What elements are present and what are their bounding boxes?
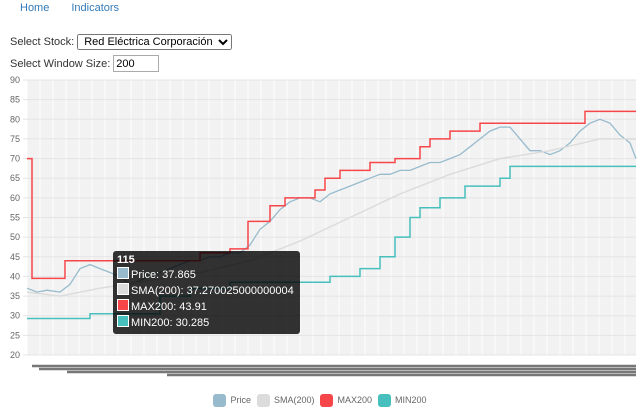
- legend-max[interactable]: MAX200: [320, 394, 372, 407]
- y-tick-label: 50: [10, 232, 20, 242]
- y-tick-label: 45: [10, 252, 20, 262]
- y-tick-label: 75: [10, 134, 20, 144]
- y-tick-label: 20: [10, 350, 20, 360]
- tooltip-title: 115: [117, 254, 135, 266]
- legend: Price SMA(200) MAX200 MIN200: [0, 394, 640, 407]
- legend-sma[interactable]: SMA(200): [256, 394, 314, 407]
- series-line-sma200: [26, 138, 636, 297]
- stock-select[interactable]: Red Eléctrica Corporación: [77, 34, 233, 50]
- window-row: Select Window Size:: [10, 55, 160, 72]
- y-tick-label: 60: [10, 193, 20, 203]
- legend-price[interactable]: Price: [213, 394, 251, 407]
- y-tick-label: 40: [10, 271, 20, 281]
- tooltip-sma: SMA(200): 37.270025000000004: [117, 283, 294, 299]
- nav-home[interactable]: Home: [20, 2, 50, 14]
- top-nav: Home Indicators: [20, 2, 119, 14]
- tooltip-max: MAX200: 43.91: [117, 299, 294, 315]
- legend-min[interactable]: MIN200: [378, 394, 427, 407]
- window-label: Select Window Size:: [10, 57, 111, 70]
- y-tick-label: 90: [10, 75, 20, 85]
- tooltip-price: Price: 37.865: [117, 267, 294, 283]
- tooltip: 115 Price: 37.865 SMA(200): 37.270025000…: [113, 251, 300, 334]
- stock-label: Select Stock:: [10, 36, 75, 48]
- y-tick-label: 35: [10, 291, 20, 301]
- y-tick-label: 80: [10, 114, 20, 124]
- y-tick-label: 25: [10, 330, 20, 340]
- y-tick-label: 30: [10, 311, 20, 321]
- y-tick-label: 55: [10, 213, 20, 223]
- y-tick-label: 85: [10, 95, 20, 105]
- window-size-input[interactable]: [113, 55, 160, 72]
- stock-row: Select Stock: Red Eléctrica Corporación: [10, 34, 233, 50]
- nav-indicators[interactable]: Indicators: [71, 2, 120, 14]
- tooltip-min: MIN200: 30.285: [117, 315, 294, 331]
- y-tick-label: 70: [10, 154, 20, 164]
- y-tick-label: 65: [10, 173, 20, 183]
